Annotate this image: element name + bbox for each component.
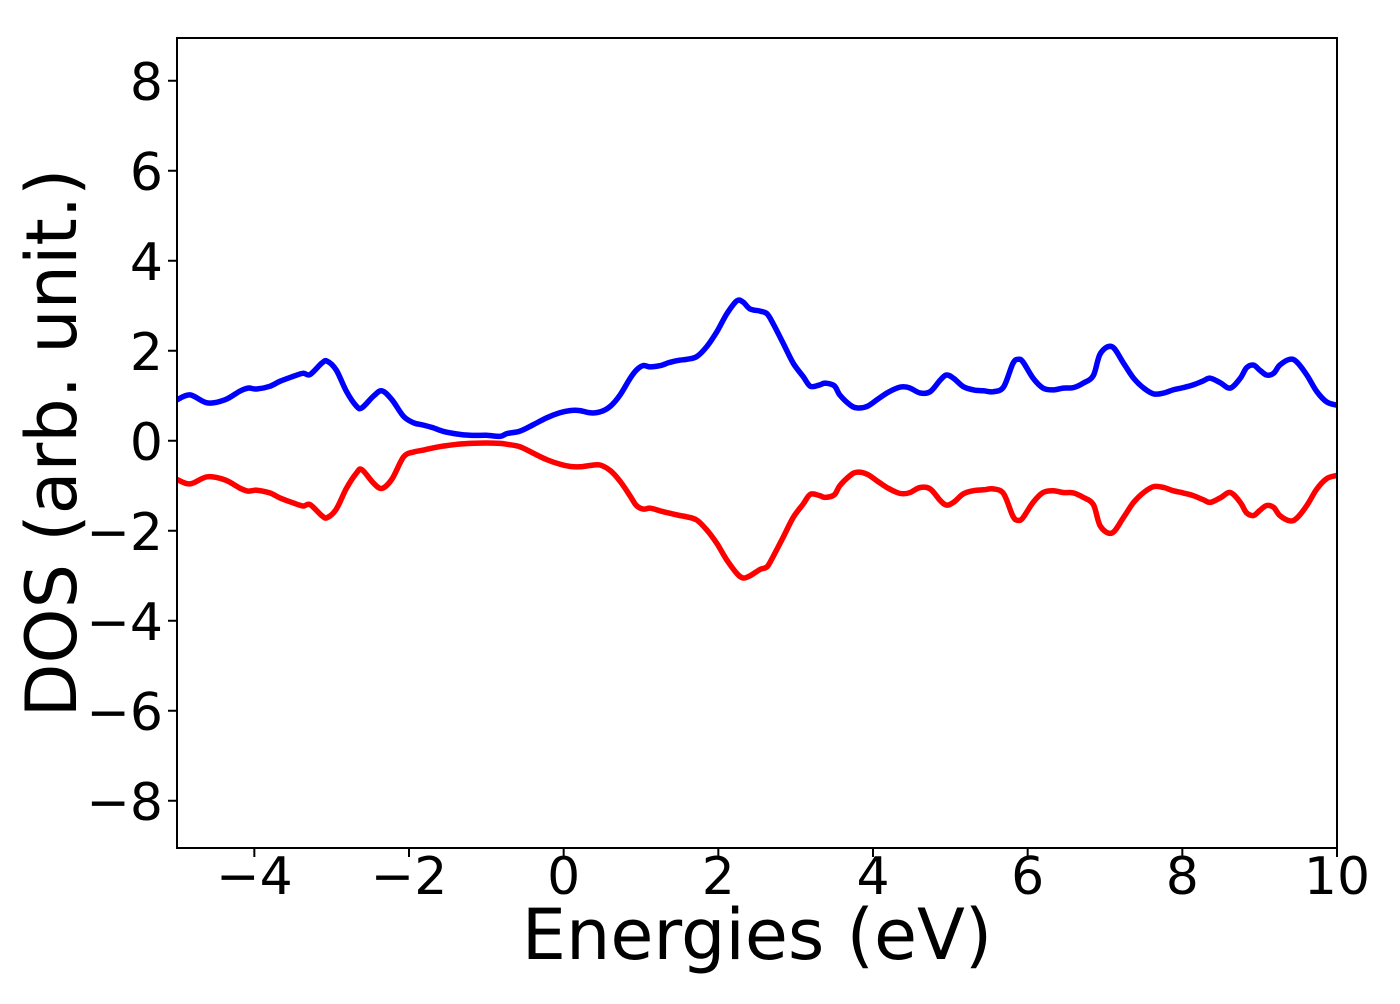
x-tick-label: 8 [1166, 847, 1199, 907]
red-curve [177, 440, 1337, 581]
y-tick-label: 0 [130, 413, 163, 473]
y-axis-ticks: 8 6 4 2 0 −2 −4 −6 −8 [86, 53, 177, 833]
plot-border [176, 37, 1338, 849]
y-tick-label: 8 [130, 53, 163, 113]
y-tick-label: 4 [130, 233, 163, 293]
x-tick-label: 0 [547, 847, 580, 907]
x-tick-label: 6 [1011, 847, 1044, 907]
x-axis-label: Energies (eV) [522, 894, 992, 976]
x-tick-label: −4 [216, 847, 293, 907]
y-tick-label: −8 [86, 773, 163, 833]
x-tick-label: 10 [1304, 847, 1370, 907]
curve-group [177, 297, 1337, 581]
x-tick-label: 2 [702, 847, 735, 907]
blue-curve [177, 297, 1337, 440]
y-tick-label: 2 [130, 323, 163, 383]
x-tick-label: −2 [371, 847, 448, 907]
y-tick-label: 6 [130, 143, 163, 203]
y-tick-label: −6 [86, 683, 163, 743]
x-tick-label: 4 [856, 847, 889, 907]
y-tick-label: −2 [86, 503, 163, 563]
y-axis-label: DOS (arb. unit.) [11, 169, 93, 718]
x-axis-ticks: −4 −2 0 2 4 6 8 10 [216, 847, 1370, 907]
y-tick-label: −4 [86, 593, 163, 653]
